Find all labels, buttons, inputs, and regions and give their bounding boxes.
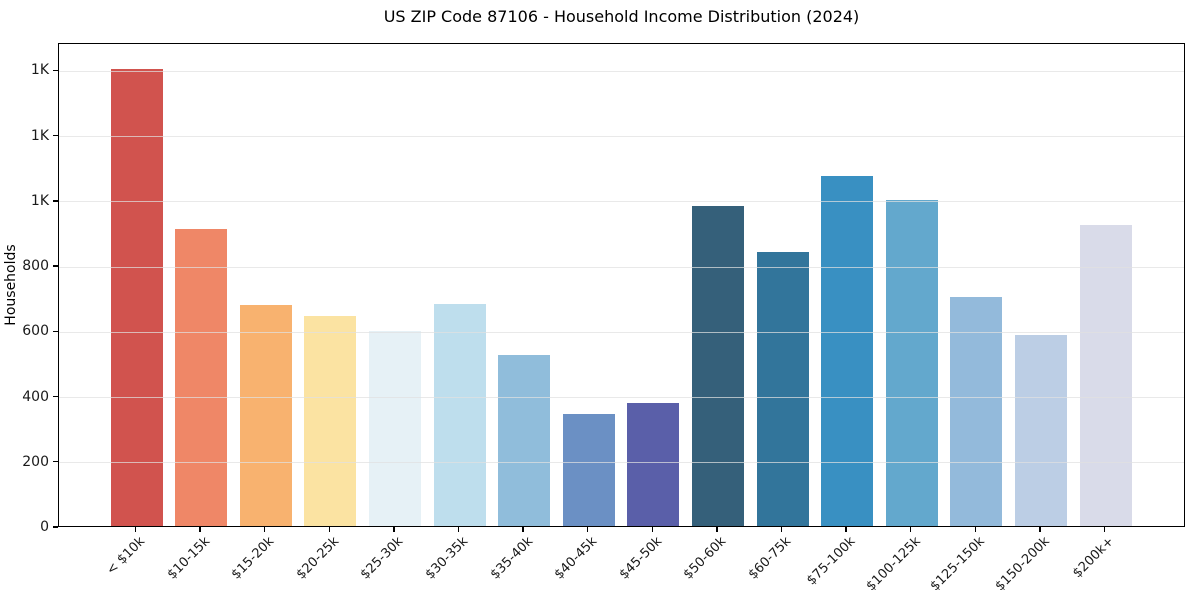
x-tick-mark — [264, 527, 266, 532]
bar — [239, 305, 292, 526]
x-tick-label: $150-200k — [992, 534, 1053, 590]
chart-title: US ZIP Code 87106 - Household Income Dis… — [383, 7, 860, 26]
x-tick-mark — [716, 527, 718, 532]
x-tick-label: $100-125k — [863, 534, 924, 590]
y-tick-label: 800 — [22, 258, 49, 275]
bar — [368, 330, 421, 526]
x-tick-mark — [393, 527, 395, 532]
x-tick-mark — [974, 527, 976, 532]
bar — [756, 251, 809, 526]
bar — [498, 354, 551, 526]
bar — [691, 205, 744, 526]
y-tick-label: 1K — [30, 62, 49, 79]
y-tick-label: 200 — [22, 453, 49, 470]
x-tick-label: < $10k — [104, 534, 149, 579]
y-tick-mark — [53, 395, 58, 398]
x-tick-label: $20-25k — [293, 534, 342, 583]
x-tick-mark — [199, 527, 201, 532]
bar — [627, 402, 680, 526]
gridline — [59, 462, 1184, 464]
bar — [304, 315, 357, 526]
x-tick-mark — [587, 527, 589, 532]
x-tick-mark — [651, 527, 653, 532]
x-tick-label: $45-50k — [616, 534, 665, 583]
y-tick-mark — [53, 200, 58, 202]
x-tick-label: $40-45k — [551, 534, 601, 583]
gridline — [59, 331, 1184, 333]
x-tick-label: $35-40k — [487, 534, 536, 583]
y-tick-mark — [53, 461, 58, 463]
x-tick-label: $200k+ — [1070, 534, 1118, 582]
gridline — [59, 136, 1184, 138]
gridline — [59, 397, 1184, 399]
x-tick-mark — [328, 527, 330, 532]
y-tick-label: 600 — [22, 323, 49, 340]
bar — [950, 297, 1003, 526]
x-tick-label: $10-15k — [164, 534, 213, 583]
grid-layer — [59, 44, 1184, 526]
bar — [1079, 224, 1132, 526]
x-tick-mark — [1039, 527, 1041, 532]
bar — [885, 199, 938, 526]
plot-area — [58, 43, 1185, 527]
gridline — [59, 70, 1184, 72]
x-tick-mark — [780, 527, 783, 532]
x-tick-mark — [1103, 527, 1106, 532]
x-tick-label: $75-100k — [804, 534, 859, 589]
x-tick-label: $50-60k — [681, 534, 730, 583]
x-tick-mark — [910, 527, 912, 532]
x-tick-mark — [457, 527, 460, 532]
x-tick-label: $25-30k — [358, 534, 407, 583]
bar — [175, 228, 228, 526]
bar — [433, 304, 486, 526]
y-tick-mark — [53, 330, 58, 332]
x-tick-mark — [522, 527, 524, 532]
y-tick-mark — [53, 134, 58, 137]
y-tick-label: 400 — [22, 388, 49, 405]
y-tick-mark — [53, 265, 58, 267]
gridline — [59, 266, 1184, 268]
y-tick-label: 0 — [40, 519, 49, 535]
y-tick-mark — [53, 69, 58, 72]
y-tick-label: 1K — [30, 192, 49, 209]
y-tick-label: 1K — [30, 127, 49, 144]
y-tick-mark — [53, 526, 58, 528]
gridline — [59, 201, 1184, 203]
bar — [110, 69, 163, 526]
x-tick-mark — [134, 527, 137, 532]
x-tick-label: $30-35k — [422, 534, 472, 583]
x-tick-label: $60-75k — [745, 534, 795, 583]
bars-layer — [59, 44, 1184, 526]
bar — [562, 413, 615, 526]
bar — [1014, 335, 1067, 526]
x-tick-label: $15-20k — [228, 534, 278, 583]
x-tick-mark — [845, 527, 847, 532]
bar — [821, 175, 874, 526]
x-tick-label: $125-150k — [927, 534, 988, 590]
